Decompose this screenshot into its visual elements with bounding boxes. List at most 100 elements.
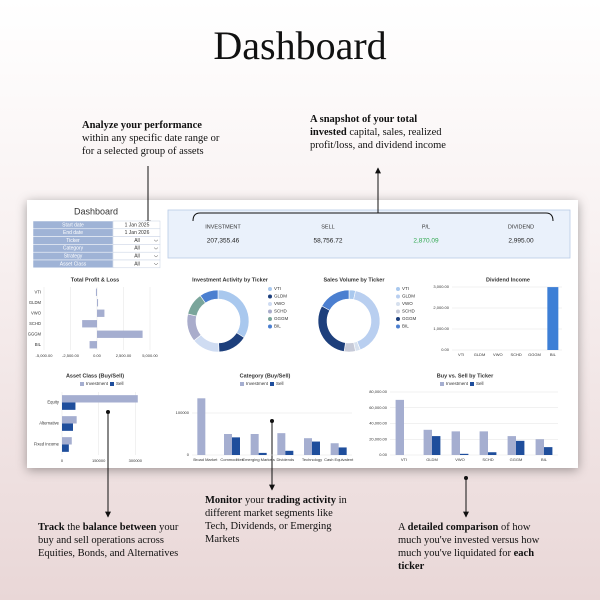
y-tick-label: 80,000.00 [369, 389, 388, 394]
legend-label: VWO [402, 301, 413, 306]
x-tick-label: VWO [493, 352, 503, 357]
x-tick-label: Technology [302, 457, 322, 462]
callout-text: trading activity [266, 495, 336, 506]
legend-swatch [268, 317, 272, 321]
bar [423, 429, 432, 455]
bar [62, 437, 72, 445]
filter-value: 1 Jan 2026 [125, 230, 150, 236]
bar [277, 433, 286, 455]
bar [62, 395, 138, 403]
filter-label: End date [63, 230, 83, 236]
x-tick-label: 5,000.00 [142, 353, 158, 358]
callout-text: A snapshot of your total invested [310, 114, 418, 138]
legend-swatch [396, 324, 400, 329]
legend-swatch [240, 382, 244, 386]
bar [432, 436, 441, 455]
legend-label: GGGM [274, 316, 289, 321]
callout-text: Analyze your performance [82, 120, 202, 131]
pie-slice [218, 332, 245, 353]
x-tick-label: SCHD [510, 352, 521, 357]
legend-label: GGGM [402, 316, 417, 321]
callout: A detailed comparison of how much you've… [398, 521, 550, 573]
x-tick-label: Broad Market [193, 457, 218, 462]
x-tick-label: 2,500.00 [116, 353, 132, 358]
bar [62, 416, 77, 424]
callout-text: your [242, 495, 267, 506]
pie-slice [343, 342, 356, 353]
pie-slice [317, 305, 346, 352]
bar [395, 399, 404, 455]
bar [197, 398, 206, 455]
legend-label: Investment [246, 381, 269, 386]
bar [544, 447, 553, 455]
x-tick-label: 0 [61, 458, 64, 463]
x-tick-label: -5,000.00 [36, 353, 54, 358]
y-tick-label: GLDM [29, 300, 42, 305]
callout-text: capital, sales, realized profit/loss, an… [310, 127, 446, 151]
legend-swatch [396, 287, 400, 291]
bar [89, 341, 97, 349]
kpi-label: P/L [422, 224, 430, 230]
dropdown-icon [153, 263, 159, 266]
bar [304, 438, 312, 455]
x-tick-label: Commodities [220, 457, 243, 462]
pie-slice [199, 289, 219, 304]
legend-swatch [396, 317, 400, 321]
dropdown-icon [153, 247, 159, 250]
bar [488, 452, 497, 455]
legend-label: Sell [476, 381, 484, 386]
bar [97, 299, 99, 307]
y-tick-label: GGGM [28, 331, 42, 336]
bar [338, 447, 347, 455]
x-tick-label: BIL [550, 352, 557, 357]
callout-text: of how much you've invested versus how m… [398, 522, 540, 559]
callout-text: detailed comparison [407, 522, 499, 533]
filter-value: All [134, 238, 140, 244]
legend-label: Sell [116, 381, 124, 386]
bar [535, 439, 544, 455]
bar [479, 431, 488, 455]
chart-title: Asset Class (Buy/Sell) [66, 373, 124, 379]
bar [507, 436, 516, 455]
legend-label: GLDM [274, 294, 287, 299]
legend-swatch [268, 302, 272, 306]
y-tick-label: 0 [187, 452, 190, 457]
kpi-label: INVESTMENT [205, 224, 241, 230]
x-tick-label: VTI [401, 457, 407, 462]
legend-label: GLDM [402, 294, 415, 299]
kpi-label: SELL [321, 224, 334, 230]
pie-slice [186, 313, 202, 342]
y-tick-label: 20,000.00 [369, 436, 388, 441]
kpi-value: 207,355.46 [207, 238, 240, 245]
x-tick-label: VTI [458, 352, 464, 357]
bar [224, 434, 232, 455]
y-tick-label: 2,000.00 [433, 305, 449, 310]
chart-title: Dividend Income [486, 277, 530, 283]
legend-swatch [268, 294, 272, 299]
bar [82, 320, 97, 328]
legend-label: Investment [446, 381, 469, 386]
bar [330, 443, 339, 455]
callout-text: Track [38, 522, 65, 533]
x-tick-label: GLDM [474, 352, 486, 357]
callout-text: Monitor [205, 495, 243, 506]
legend-swatch [396, 309, 400, 314]
bar [62, 402, 76, 410]
dropdown-icon [153, 239, 159, 242]
legend-swatch [80, 382, 84, 386]
filter-value-cell [112, 259, 161, 269]
legend-label: SCHD [402, 309, 416, 314]
kpi-value: 2,995.00 [508, 238, 534, 245]
x-tick-label: Dividends [277, 457, 295, 462]
kpi-value: 58,756.72 [314, 238, 343, 245]
bar [451, 431, 460, 455]
x-tick-label: VWO [455, 457, 465, 462]
legend-swatch [470, 382, 474, 386]
y-tick-label: 1,000.00 [433, 326, 449, 331]
page-title: Dashboard [213, 23, 387, 68]
legend-swatch [268, 324, 272, 329]
legend-swatch [268, 287, 272, 291]
bar [95, 288, 97, 296]
bar [258, 452, 267, 455]
